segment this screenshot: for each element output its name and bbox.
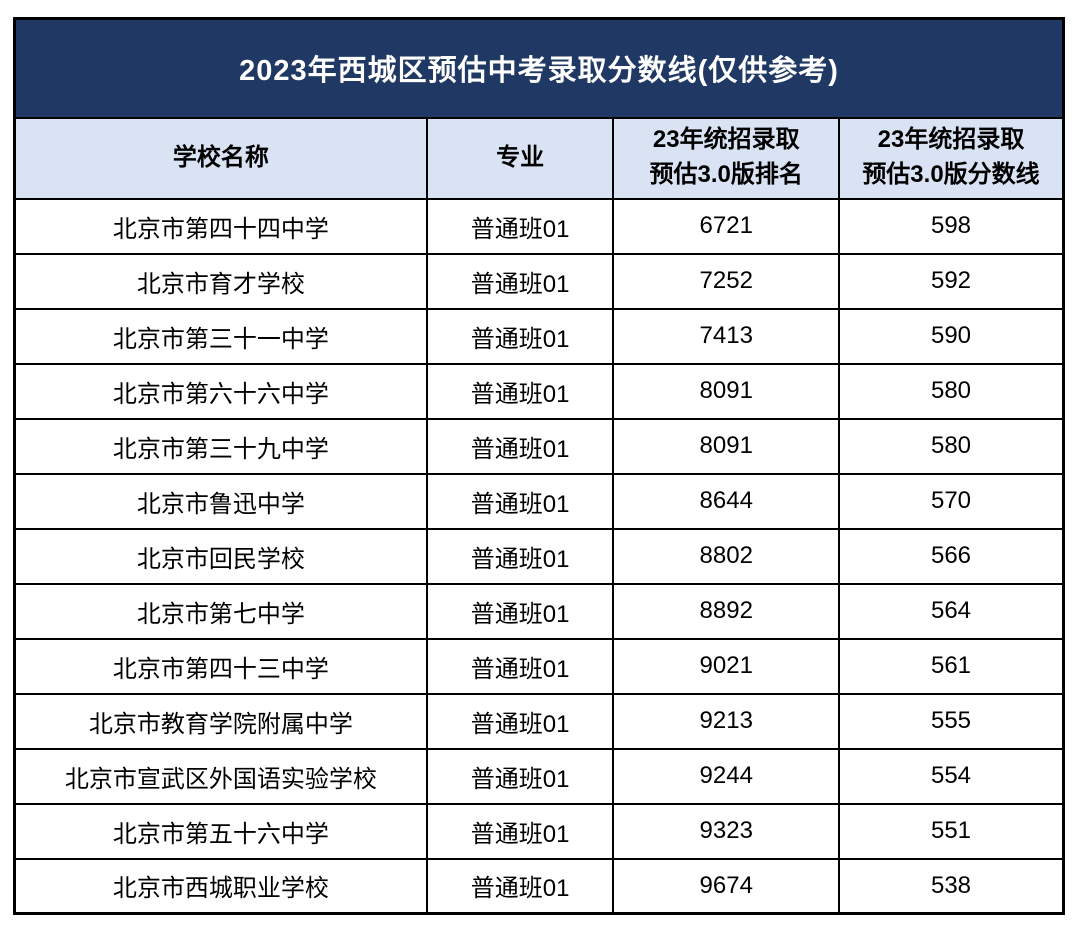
- table-row: 北京市第三十一中学 普通班01 7413 590: [13, 307, 1065, 365]
- table-row: 北京市育才学校 普通班01 7252 592: [13, 252, 1065, 310]
- rank-cell: 8091: [612, 362, 840, 420]
- program-cell: 普通班01: [425, 197, 615, 255]
- column-header-scoreline: 23年统招录取 预估3.0版分数线: [838, 116, 1065, 200]
- school-cell: 北京市第四十四中学: [13, 197, 428, 255]
- table-title: 2023年西城区预估中考录取分数线(仅供参考): [13, 17, 1065, 119]
- score-cell: 580: [838, 417, 1065, 475]
- school-cell: 北京市第七中学: [13, 582, 428, 640]
- program-cell: 普通班01: [425, 362, 615, 420]
- school-cell: 北京市第五十六中学: [13, 802, 428, 860]
- score-cell: 555: [838, 692, 1065, 750]
- rank-cell: 8644: [612, 472, 840, 530]
- table-row: 北京市第五十六中学 普通班01 9323 551: [13, 802, 1065, 860]
- score-cell: 538: [838, 857, 1065, 915]
- score-cell: 570: [838, 472, 1065, 530]
- rank-cell: 8892: [612, 582, 840, 640]
- score-cell: 590: [838, 307, 1065, 365]
- program-cell: 普通班01: [425, 637, 615, 695]
- table-row: 北京市西城职业学校 普通班01 9674 538: [13, 857, 1065, 915]
- rank-cell: 7252: [612, 252, 840, 310]
- admission-score-table: 2023年西城区预估中考录取分数线(仅供参考) 学校名称 专业 23年统招录取 …: [13, 17, 1065, 915]
- rank-cell: 9213: [612, 692, 840, 750]
- school-cell: 北京市第四十三中学: [13, 637, 428, 695]
- score-cell: 561: [838, 637, 1065, 695]
- column-header-rank: 23年统招录取 预估3.0版排名: [612, 116, 840, 200]
- table-row: 北京市教育学院附属中学 普通班01 9213 555: [13, 692, 1065, 750]
- program-cell: 普通班01: [425, 802, 615, 860]
- program-cell: 普通班01: [425, 692, 615, 750]
- program-cell: 普通班01: [425, 582, 615, 640]
- rank-cell: 6721: [612, 197, 840, 255]
- header-row: 学校名称 专业 23年统招录取 预估3.0版排名 23年统招录取 预估3.0版分…: [13, 116, 1065, 200]
- school-cell: 北京市第三十九中学: [13, 417, 428, 475]
- column-header-program: 专业: [425, 116, 615, 200]
- table-body: 北京市第四十四中学 普通班01 6721 598 北京市育才学校 普通班01 7…: [13, 197, 1065, 915]
- score-cell: 592: [838, 252, 1065, 310]
- score-cell: 564: [838, 582, 1065, 640]
- rank-cell: 9021: [612, 637, 840, 695]
- table-row: 北京市第四十三中学 普通班01 9021 561: [13, 637, 1065, 695]
- score-cell: 580: [838, 362, 1065, 420]
- table-row: 北京市回民学校 普通班01 8802 566: [13, 527, 1065, 585]
- program-cell: 普通班01: [425, 857, 615, 915]
- rank-cell: 8802: [612, 527, 840, 585]
- rank-cell: 9674: [612, 857, 840, 915]
- score-cell: 566: [838, 527, 1065, 585]
- school-cell: 北京市教育学院附属中学: [13, 692, 428, 750]
- school-cell: 北京市第三十一中学: [13, 307, 428, 365]
- table-row: 北京市第三十九中学 普通班01 8091 580: [13, 417, 1065, 475]
- table-row: 北京市第四十四中学 普通班01 6721 598: [13, 197, 1065, 255]
- school-cell: 北京市育才学校: [13, 252, 428, 310]
- school-cell: 北京市第六十六中学: [13, 362, 428, 420]
- school-cell: 北京市回民学校: [13, 527, 428, 585]
- program-cell: 普通班01: [425, 472, 615, 530]
- table-row: 北京市第七中学 普通班01 8892 564: [13, 582, 1065, 640]
- column-header-school: 学校名称: [13, 116, 428, 200]
- score-cell: 598: [838, 197, 1065, 255]
- rank-cell: 9323: [612, 802, 840, 860]
- title-row: 2023年西城区预估中考录取分数线(仅供参考): [13, 17, 1065, 119]
- score-cell: 551: [838, 802, 1065, 860]
- school-cell: 北京市宣武区外国语实验学校: [13, 747, 428, 805]
- program-cell: 普通班01: [425, 747, 615, 805]
- table-row: 北京市第六十六中学 普通班01 8091 580: [13, 362, 1065, 420]
- rank-cell: 7413: [612, 307, 840, 365]
- program-cell: 普通班01: [425, 307, 615, 365]
- rank-cell: 9244: [612, 747, 840, 805]
- program-cell: 普通班01: [425, 527, 615, 585]
- school-cell: 北京市鲁迅中学: [13, 472, 428, 530]
- program-cell: 普通班01: [425, 417, 615, 475]
- table-row: 北京市宣武区外国语实验学校 普通班01 9244 554: [13, 747, 1065, 805]
- rank-cell: 8091: [612, 417, 840, 475]
- score-cell: 554: [838, 747, 1065, 805]
- school-cell: 北京市西城职业学校: [13, 857, 428, 915]
- program-cell: 普通班01: [425, 252, 615, 310]
- table-row: 北京市鲁迅中学 普通班01 8644 570: [13, 472, 1065, 530]
